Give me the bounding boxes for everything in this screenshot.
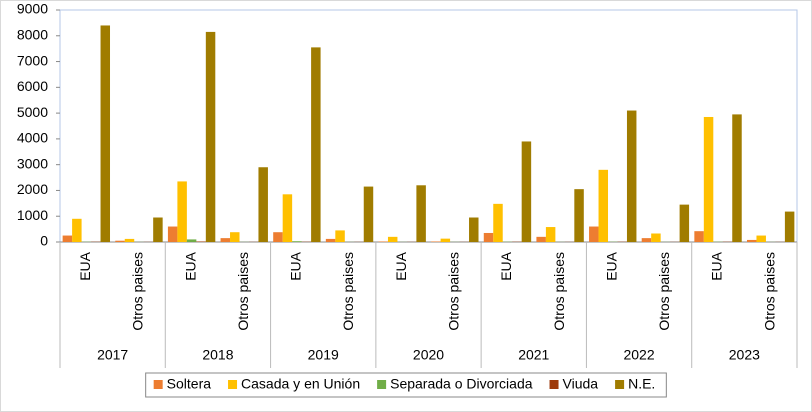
bar xyxy=(282,194,293,242)
bar xyxy=(220,238,231,242)
group-label: 2023 xyxy=(729,347,760,363)
bar xyxy=(363,186,374,242)
y-tick-label: 0 xyxy=(40,233,48,249)
bar xyxy=(598,169,609,242)
bar xyxy=(378,241,388,242)
x-tick-label: EUA xyxy=(603,251,619,280)
y-tick-label: 3000 xyxy=(17,155,48,171)
bar xyxy=(186,239,197,242)
y-tick-label: 9000 xyxy=(17,1,48,17)
bar xyxy=(205,31,216,242)
group-label: 2017 xyxy=(97,347,128,363)
bar xyxy=(292,241,302,242)
x-tick-label: Otros paises xyxy=(761,252,777,331)
legend-swatch xyxy=(153,380,163,389)
bar xyxy=(679,204,690,242)
bar xyxy=(589,226,599,242)
y-tick-label: 7000 xyxy=(17,52,48,68)
group-label: 2020 xyxy=(413,347,444,363)
x-tick-label: Otros paises xyxy=(551,252,567,331)
bar xyxy=(746,239,757,242)
bar xyxy=(124,238,135,242)
x-tick-label: Otros paises xyxy=(656,252,672,331)
bar xyxy=(732,114,742,242)
y-tick-label: 6000 xyxy=(17,78,48,94)
bar xyxy=(230,232,240,242)
group-label: 2022 xyxy=(623,347,654,363)
x-tick-label: EUA xyxy=(709,251,725,280)
bar xyxy=(521,141,532,242)
bar xyxy=(387,236,398,242)
bar xyxy=(62,235,73,242)
bar xyxy=(311,47,321,242)
group-label: 2018 xyxy=(202,347,233,363)
bar xyxy=(177,181,187,242)
bar xyxy=(756,235,766,242)
x-tick-label: EUA xyxy=(288,251,304,280)
legend-label: Casada y en Unión xyxy=(241,376,360,392)
x-tick-label: Otros paises xyxy=(130,252,146,331)
group-label: 2021 xyxy=(518,347,549,363)
bar xyxy=(483,232,494,242)
bar xyxy=(115,240,125,242)
bar xyxy=(574,189,584,242)
bar xyxy=(258,167,268,242)
x-tick-label: Otros paises xyxy=(340,252,356,331)
y-tick-label: 2000 xyxy=(17,181,48,197)
y-tick-label: 5000 xyxy=(17,104,48,120)
bar xyxy=(325,238,336,242)
legend-swatch xyxy=(549,380,559,389)
bar xyxy=(641,238,652,242)
bar xyxy=(694,231,704,242)
legend-label: Separada o Divorciada xyxy=(390,376,533,392)
bar xyxy=(416,185,426,242)
x-tick-label: Otros paises xyxy=(446,252,462,331)
bar xyxy=(626,110,637,243)
bar xyxy=(100,25,111,242)
bar xyxy=(72,218,82,242)
group-label: 2019 xyxy=(308,347,339,363)
legend-label: Soltera xyxy=(167,376,212,392)
bar xyxy=(493,203,503,242)
bar xyxy=(536,236,546,242)
legend-label: Viuda xyxy=(563,376,599,392)
legend-swatch xyxy=(228,380,238,389)
bar xyxy=(784,211,795,242)
legend: Soltera Casada y en Unión Separada o Divor… xyxy=(145,372,667,398)
legend-swatch xyxy=(377,380,387,389)
bar xyxy=(703,116,714,242)
bar xyxy=(273,232,283,242)
bar xyxy=(167,226,178,242)
legend-swatch xyxy=(615,380,625,389)
x-tick-label: EUA xyxy=(498,251,514,280)
x-tick-label: EUA xyxy=(182,251,198,280)
bar xyxy=(196,241,206,242)
x-tick-label: EUA xyxy=(77,251,93,280)
bar xyxy=(431,241,441,242)
bar xyxy=(440,238,451,242)
bar xyxy=(335,230,345,242)
y-tick-label: 4000 xyxy=(17,130,48,146)
y-tick-label: 8000 xyxy=(17,26,48,42)
bar xyxy=(545,227,556,242)
x-tick-label: EUA xyxy=(393,251,409,280)
bar xyxy=(651,233,661,242)
bar xyxy=(469,217,479,242)
legend-label: N.E. xyxy=(628,376,655,392)
bar xyxy=(153,217,163,242)
y-tick-label: 1000 xyxy=(17,207,48,223)
x-tick-label: Otros paises xyxy=(235,252,251,331)
